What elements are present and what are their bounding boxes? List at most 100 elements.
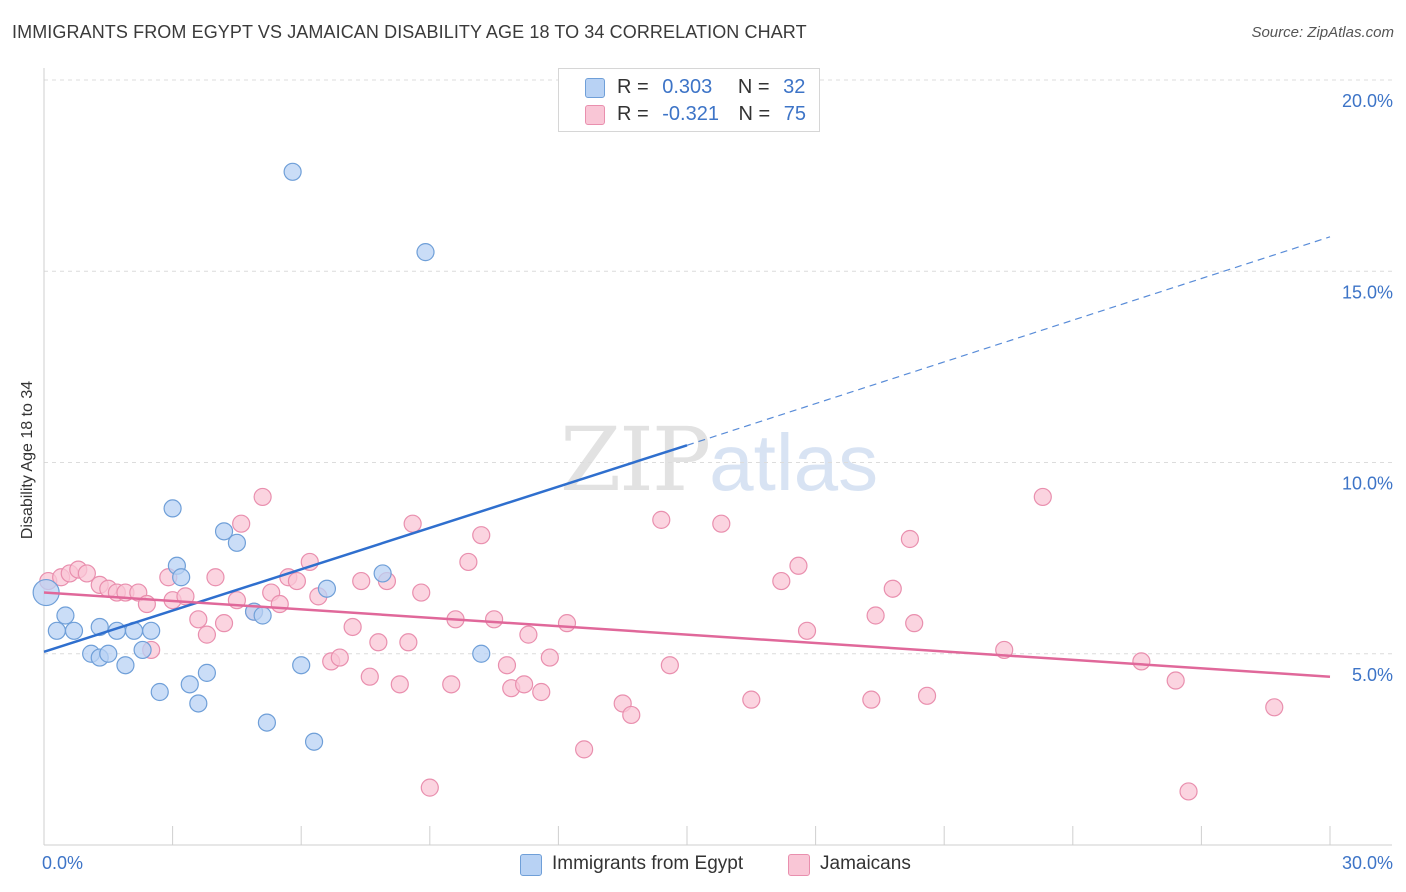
jamaica-point (214, 614, 234, 633)
jamaica-point (399, 633, 418, 652)
jamaica-point (1179, 782, 1198, 801)
watermark-zip: ZIP (560, 408, 711, 511)
jamaica-point (883, 579, 902, 598)
jamaica-point (412, 583, 431, 602)
egypt-point (472, 644, 491, 663)
jamaica-point (622, 705, 641, 725)
jamaica-point (77, 564, 96, 583)
egypt-point (197, 663, 216, 682)
egypt-point (317, 579, 337, 598)
jamaica-point (485, 610, 504, 629)
jamaica-point (442, 675, 461, 694)
bottom-legend-label-jamaica: Jamaicans (820, 853, 911, 874)
jamaica-trend-line (43, 591, 1331, 678)
egypt-point (116, 656, 135, 675)
egypt-point (56, 606, 75, 625)
egypt-point (150, 682, 169, 702)
egypt-point (90, 617, 109, 637)
egypt-point (64, 621, 84, 640)
legend-n-jamaica: 75 (783, 103, 807, 125)
jamaica-point (232, 514, 251, 533)
egypt-point (189, 694, 208, 713)
legend-swatch-jamaica (585, 105, 605, 125)
jamaica-point (1132, 652, 1151, 671)
egypt-point (253, 606, 272, 625)
x-tick-label-min: 0.0% (42, 853, 83, 873)
egypt-point (257, 713, 277, 732)
source-label: Source: ZipAtlas.com (1251, 24, 1394, 41)
egypt-point (180, 675, 199, 694)
jamaica-point (369, 633, 388, 652)
jamaica-point (712, 514, 731, 533)
egypt-point (304, 732, 324, 751)
egypt-trend-line (43, 444, 688, 654)
jamaica-point (652, 510, 671, 529)
jamaica-point (540, 648, 559, 667)
jamaica-point (866, 606, 885, 625)
jamaica-point (557, 614, 577, 633)
egypt-point (172, 568, 191, 587)
jamaica-point (287, 571, 307, 591)
legend-r-label: R = (617, 103, 649, 125)
jamaica-point (515, 675, 534, 694)
x-tick-label-max: 30.0% (1342, 853, 1393, 873)
jamaica-point (772, 571, 791, 591)
jamaica-point (472, 526, 491, 545)
legend-n-egypt: 32 (783, 76, 806, 98)
jamaica-point (519, 625, 538, 644)
legend-r-egypt: 0.303 (662, 76, 713, 98)
jamaica-point (575, 740, 594, 759)
jamaica-point (253, 487, 272, 507)
watermark-atlas: atlas (709, 418, 879, 507)
jamaica-point (917, 686, 937, 705)
jamaica-point (360, 667, 379, 686)
jamaica-point (189, 610, 208, 629)
egypt-point (373, 564, 392, 583)
legend-r-label: R = (617, 76, 649, 98)
legend-n-label: N = (738, 103, 771, 125)
egypt-point (416, 243, 435, 262)
legend-r-jamaica: -0.321 (662, 103, 719, 125)
bottom-legend-swatch-egypt (520, 854, 542, 876)
y-tick-label: 10.0% (1342, 474, 1393, 494)
jamaica-point (459, 552, 478, 572)
jamaica-point (660, 656, 679, 675)
jamaica-point (390, 675, 409, 694)
y-tick-label: 15.0% (1342, 282, 1393, 302)
egypt-point (292, 656, 311, 675)
jamaica-point (862, 690, 881, 709)
jamaica-point (497, 656, 517, 675)
correlation-legend: R = 0.303 N = 32 R = -0.321 N = 75 (558, 68, 820, 132)
legend-swatch-egypt (585, 78, 605, 98)
egypt-point (142, 621, 161, 640)
jamaica-point (270, 594, 289, 614)
jamaica-point (905, 614, 924, 633)
egypt-point (47, 621, 66, 640)
legend-n-label: N = (737, 76, 770, 98)
jamaica-point (206, 568, 225, 587)
jamaica-point (900, 529, 920, 549)
jamaica-point (1265, 698, 1284, 717)
y-tick-label: 5.0% (1352, 665, 1393, 685)
egypt-point (133, 640, 152, 660)
jamaica-point (1166, 671, 1185, 690)
jamaica-point (1033, 487, 1052, 507)
watermark: ZIPatlas (560, 408, 878, 511)
jamaica-point (352, 571, 371, 591)
egypt-point (99, 644, 118, 663)
egypt-point (227, 533, 246, 552)
egypt-point (283, 162, 302, 181)
bottom-legend-label-egypt: Immigrants from Egypt (552, 853, 744, 874)
egypt-point (214, 522, 234, 541)
bottom-legend-swatch-jamaica (788, 854, 810, 876)
egypt-point (163, 499, 182, 518)
jamaica-point (197, 625, 216, 644)
jamaica-point (797, 621, 817, 640)
y-tick-label: 20.0% (1342, 91, 1393, 111)
chart-title: IMMIGRANTS FROM EGYPT VS JAMAICAN DISABI… (12, 22, 807, 42)
jamaica-point (420, 778, 439, 797)
jamaica-point (789, 556, 808, 575)
jamaica-point (330, 648, 349, 667)
jamaica-point (403, 514, 422, 533)
